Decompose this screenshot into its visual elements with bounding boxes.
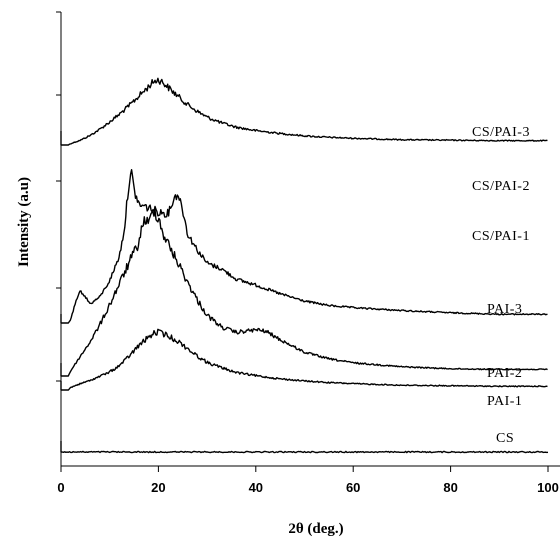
x-tick-label: 100 [537,480,559,495]
series-label: PAI-3 [487,302,522,317]
series-line-pai-1 [60,328,548,391]
series-labels: CS/PAI-3 CS/PAI-2 CS/PAI-1 PAI-3 PAI-2 PAI-1 C… [472,125,530,446]
series-label: CS/PAI-1 [472,229,530,244]
y-axis-title: Intensity (a.u) [16,177,32,267]
x-tick-label: 20 [151,480,165,495]
x-ticks: 0 20 40 60 80 100 [57,466,559,495]
series-group [60,77,549,454]
x-tick-label: 60 [346,480,360,495]
series-label: PAI-1 [487,394,522,409]
x-tick-label: 0 [57,480,64,495]
series-line-pai-2 [60,208,548,377]
x-axis-title: 2θ (deg.) [288,521,343,537]
series-line-cs-pai-3 [60,77,548,146]
series-line-pai-3 [60,169,548,324]
series-label: CS/PAI-2 [472,179,530,194]
series-label: PAI-2 [487,366,522,381]
series-label: CS/PAI-3 [472,125,530,140]
x-tick-label: 80 [443,480,457,495]
x-tick-label: 40 [249,480,263,495]
series-label: CS [496,431,514,446]
series-line-cs [60,441,549,454]
